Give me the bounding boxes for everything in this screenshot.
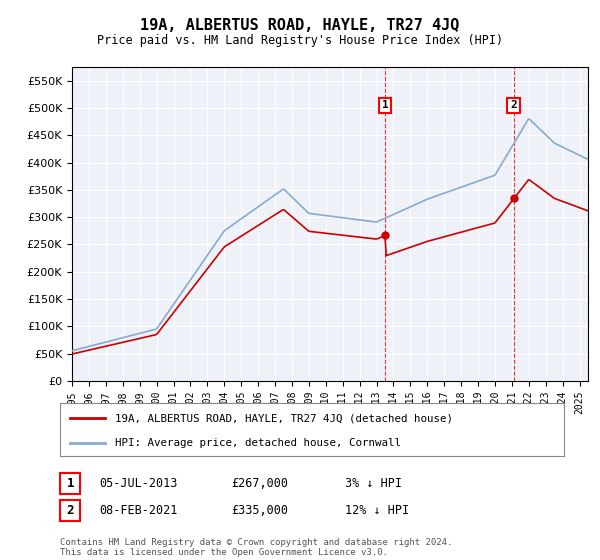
Text: 12% ↓ HPI: 12% ↓ HPI [345, 503, 409, 517]
Text: £267,000: £267,000 [231, 477, 288, 490]
Text: 3% ↓ HPI: 3% ↓ HPI [345, 477, 402, 490]
Text: 05-JUL-2013: 05-JUL-2013 [99, 477, 178, 490]
Text: Price paid vs. HM Land Registry's House Price Index (HPI): Price paid vs. HM Land Registry's House … [97, 34, 503, 47]
Text: 1: 1 [382, 100, 388, 110]
Text: 08-FEB-2021: 08-FEB-2021 [99, 503, 178, 517]
Text: 19A, ALBERTUS ROAD, HAYLE, TR27 4JQ: 19A, ALBERTUS ROAD, HAYLE, TR27 4JQ [140, 18, 460, 32]
Text: Contains HM Land Registry data © Crown copyright and database right 2024.
This d: Contains HM Land Registry data © Crown c… [60, 538, 452, 557]
Text: 1: 1 [67, 477, 74, 490]
Text: HPI: Average price, detached house, Cornwall: HPI: Average price, detached house, Corn… [115, 438, 401, 448]
Text: £335,000: £335,000 [231, 503, 288, 517]
Text: 2: 2 [510, 100, 517, 110]
Text: 2: 2 [67, 503, 74, 517]
Text: 19A, ALBERTUS ROAD, HAYLE, TR27 4JQ (detached house): 19A, ALBERTUS ROAD, HAYLE, TR27 4JQ (det… [115, 413, 454, 423]
